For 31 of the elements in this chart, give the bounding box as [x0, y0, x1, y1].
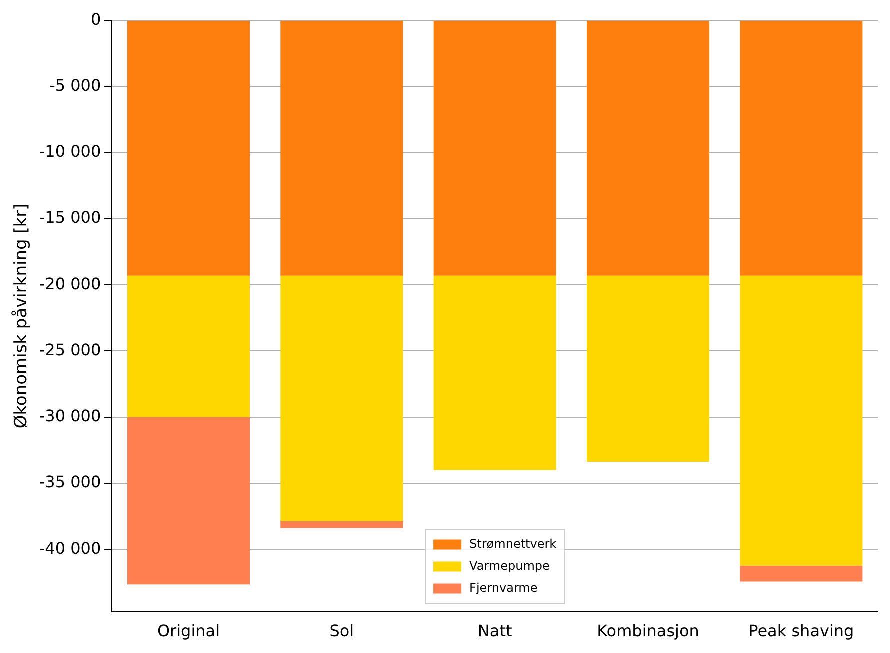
y-tick-label: -35 000 — [39, 472, 102, 492]
y-axis-title: Økonomisk påvirkning [kr] — [12, 204, 32, 429]
y-tick-label: -25 000 — [39, 340, 102, 360]
bar — [280, 276, 404, 522]
y-tick-label: -40 000 — [39, 538, 102, 558]
y-tick-label: 0 — [90, 10, 102, 29]
bar — [586, 21, 710, 276]
x-tick-label: Peak shaving — [748, 622, 854, 641]
x-tick-label: Kombinasjon — [597, 622, 700, 641]
x-tick-label: Natt — [478, 622, 512, 641]
x-tick-label: Original — [157, 622, 220, 641]
bar — [740, 276, 863, 566]
bar — [127, 21, 250, 276]
y-tick-label: -10 000 — [39, 142, 102, 162]
legend-label: Fjernvarme — [470, 580, 538, 595]
bar — [586, 276, 710, 462]
bar — [434, 21, 556, 276]
bar — [740, 566, 863, 582]
bar — [280, 21, 404, 276]
legend-label: Strømnettverk — [470, 536, 557, 551]
legend-label: Varmepumpe — [470, 558, 550, 573]
x-tick-label: Sol — [330, 622, 354, 641]
y-tick-label: -30 000 — [39, 406, 102, 426]
bar — [127, 417, 250, 585]
bar — [280, 521, 404, 528]
y-tick-label: -20 000 — [39, 274, 102, 294]
y-tick-label: -5 000 — [50, 76, 102, 95]
bar — [127, 276, 250, 418]
y-tick-label: -15 000 — [39, 208, 102, 228]
bar — [434, 276, 556, 470]
bar — [740, 21, 863, 276]
